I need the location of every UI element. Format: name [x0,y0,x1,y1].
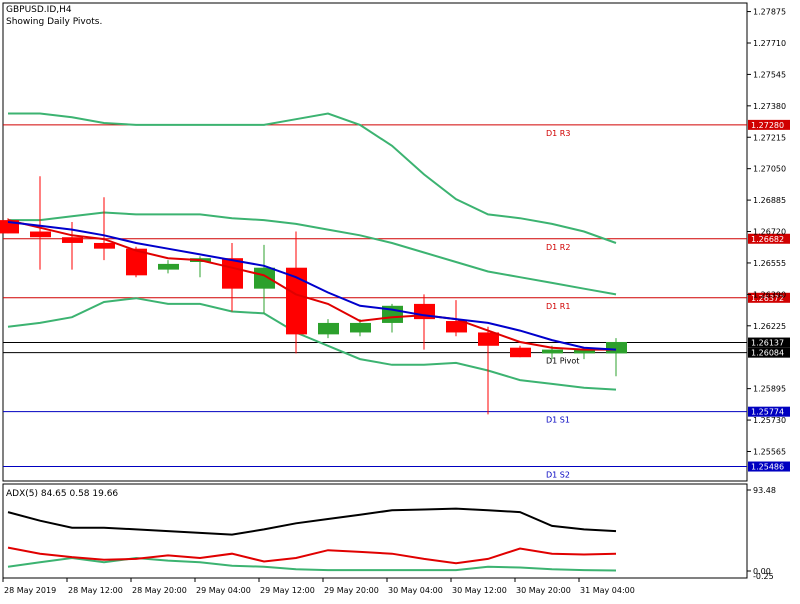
adx-minus-di-line [7,556,617,572]
band-upper-line [8,112,617,244]
candle-body-17 [542,349,563,354]
time-tick-label-3: 29 May 04:00 [196,586,251,595]
price-axis: 1.27875 1.27710 1.27545 1.27380 1.27215 1.270… [747,8,786,456]
price-tick-label-6: 1.26885 [753,196,786,205]
price-tick-label-0: 1.27875 [753,8,786,17]
pivot-price-label-2: 1.26372 [751,294,784,303]
candle-body-7 [222,258,243,289]
band-middle-line [8,211,617,296]
pivot-name-4: D1 S1 [546,416,570,425]
pivot-name-1: D1 R2 [546,243,570,252]
pivot-name-5: D1 S2 [546,471,570,480]
candle-body-18 [574,349,595,354]
pivot-name-3: D1 Pivot [546,357,579,366]
candle-body-10 [318,322,339,335]
price-tick-label-8: 1.26555 [753,259,786,268]
price-tick-label-13: 1.25565 [753,447,786,456]
price-tick-label-1: 1.27710 [753,39,786,48]
candle-body-3 [94,242,115,249]
pivot-price-label-5: 1.25486 [751,463,784,472]
price-tick-label-5: 1.27050 [753,165,786,174]
pivot-name-2: D1 R1 [546,302,570,311]
price-tick-label-10: 1.26225 [753,322,786,331]
envelope-bands [7,112,617,391]
time-tick-label-7: 30 May 12:00 [452,586,507,595]
fast-ma-line [7,219,616,351]
price-tick-label-11: 1.25895 [753,385,786,394]
price-tick-label-2: 1.27545 [753,70,786,79]
adx-pane-frame [2,483,748,579]
price-tick-label-4: 1.27215 [753,133,786,142]
candle-body-14 [446,321,467,333]
adx-indicator: 93.48 0.00-0.25 [7,486,776,581]
time-tick-label-8: 30 May 20:00 [516,586,571,595]
adx-tick-label-0: 93.48 [753,486,776,495]
pivot-price-label-4: 1.25774 [751,408,784,417]
candle-body-4 [126,248,147,276]
time-tick-label-6: 30 May 04:00 [388,586,443,595]
candle-body-1 [30,231,51,238]
candle-body-11 [350,322,371,333]
time-tick-label-2: 28 May 20:00 [132,586,187,595]
pivot-price-label-1: 1.26682 [751,235,784,244]
candle-body-5 [158,263,179,270]
pivot-price-tag-5 [748,461,790,472]
price-tick-label-9: 1.26390 [753,290,786,299]
slow-ma-line [7,221,617,351]
time-axis: 28 May 2019 28 May 12:00 28 May 20:00 29 Ma… [2,578,635,595]
price-tick-label-3: 1.27380 [753,102,786,111]
candle-body-16 [510,347,531,358]
pivot-price-tag-3 [748,347,790,358]
time-tick-label-1: 28 May 12:00 [68,586,123,595]
moving-averages [7,219,617,351]
pivot-price-tag-2 [748,292,790,303]
adx-title: ADX(5) 84.65 0.58 19.66 [6,489,118,499]
adx-plus-di-line [7,546,617,565]
current-price-label: 1.26137 [751,339,784,348]
adx-tick-label-extra: -0.25 [753,572,774,581]
chart-subtitle: Showing Daily Pivots. [6,17,102,27]
pivot-price-tag-4 [748,406,790,417]
candle-body-8 [254,267,275,289]
candle-body-9 [286,267,307,335]
main-pane-frame [2,2,748,482]
band-lower-line [7,297,617,391]
time-tick-label-9: 31 May 04:00 [580,586,635,595]
time-tick-label-4: 29 May 12:00 [260,586,315,595]
chart-title: GBPUSD.ID,H4 [6,5,72,15]
candles [0,176,627,415]
pivot-price-label-0: 1.27280 [751,121,784,130]
candle-body-2 [62,237,83,243]
pivot-name-0: D1 R3 [546,129,570,138]
adx-main-line [7,507,617,536]
current-price-tag [748,337,790,348]
time-tick-label-5: 29 May 20:00 [324,586,379,595]
price-tick-label-7: 1.26720 [753,228,786,237]
pivot-price-tag-1 [748,233,790,244]
pivot-price-label-3: 1.26084 [751,349,784,358]
candle-body-15 [478,332,499,346]
adx-tick-label-1: 0.00 [753,567,771,576]
time-tick-label-0: 28 May 2019 [4,586,56,595]
price-tick-label-12: 1.25730 [753,416,786,425]
candle-body-19 [606,341,627,354]
pivot-price-tag-0 [748,119,790,130]
